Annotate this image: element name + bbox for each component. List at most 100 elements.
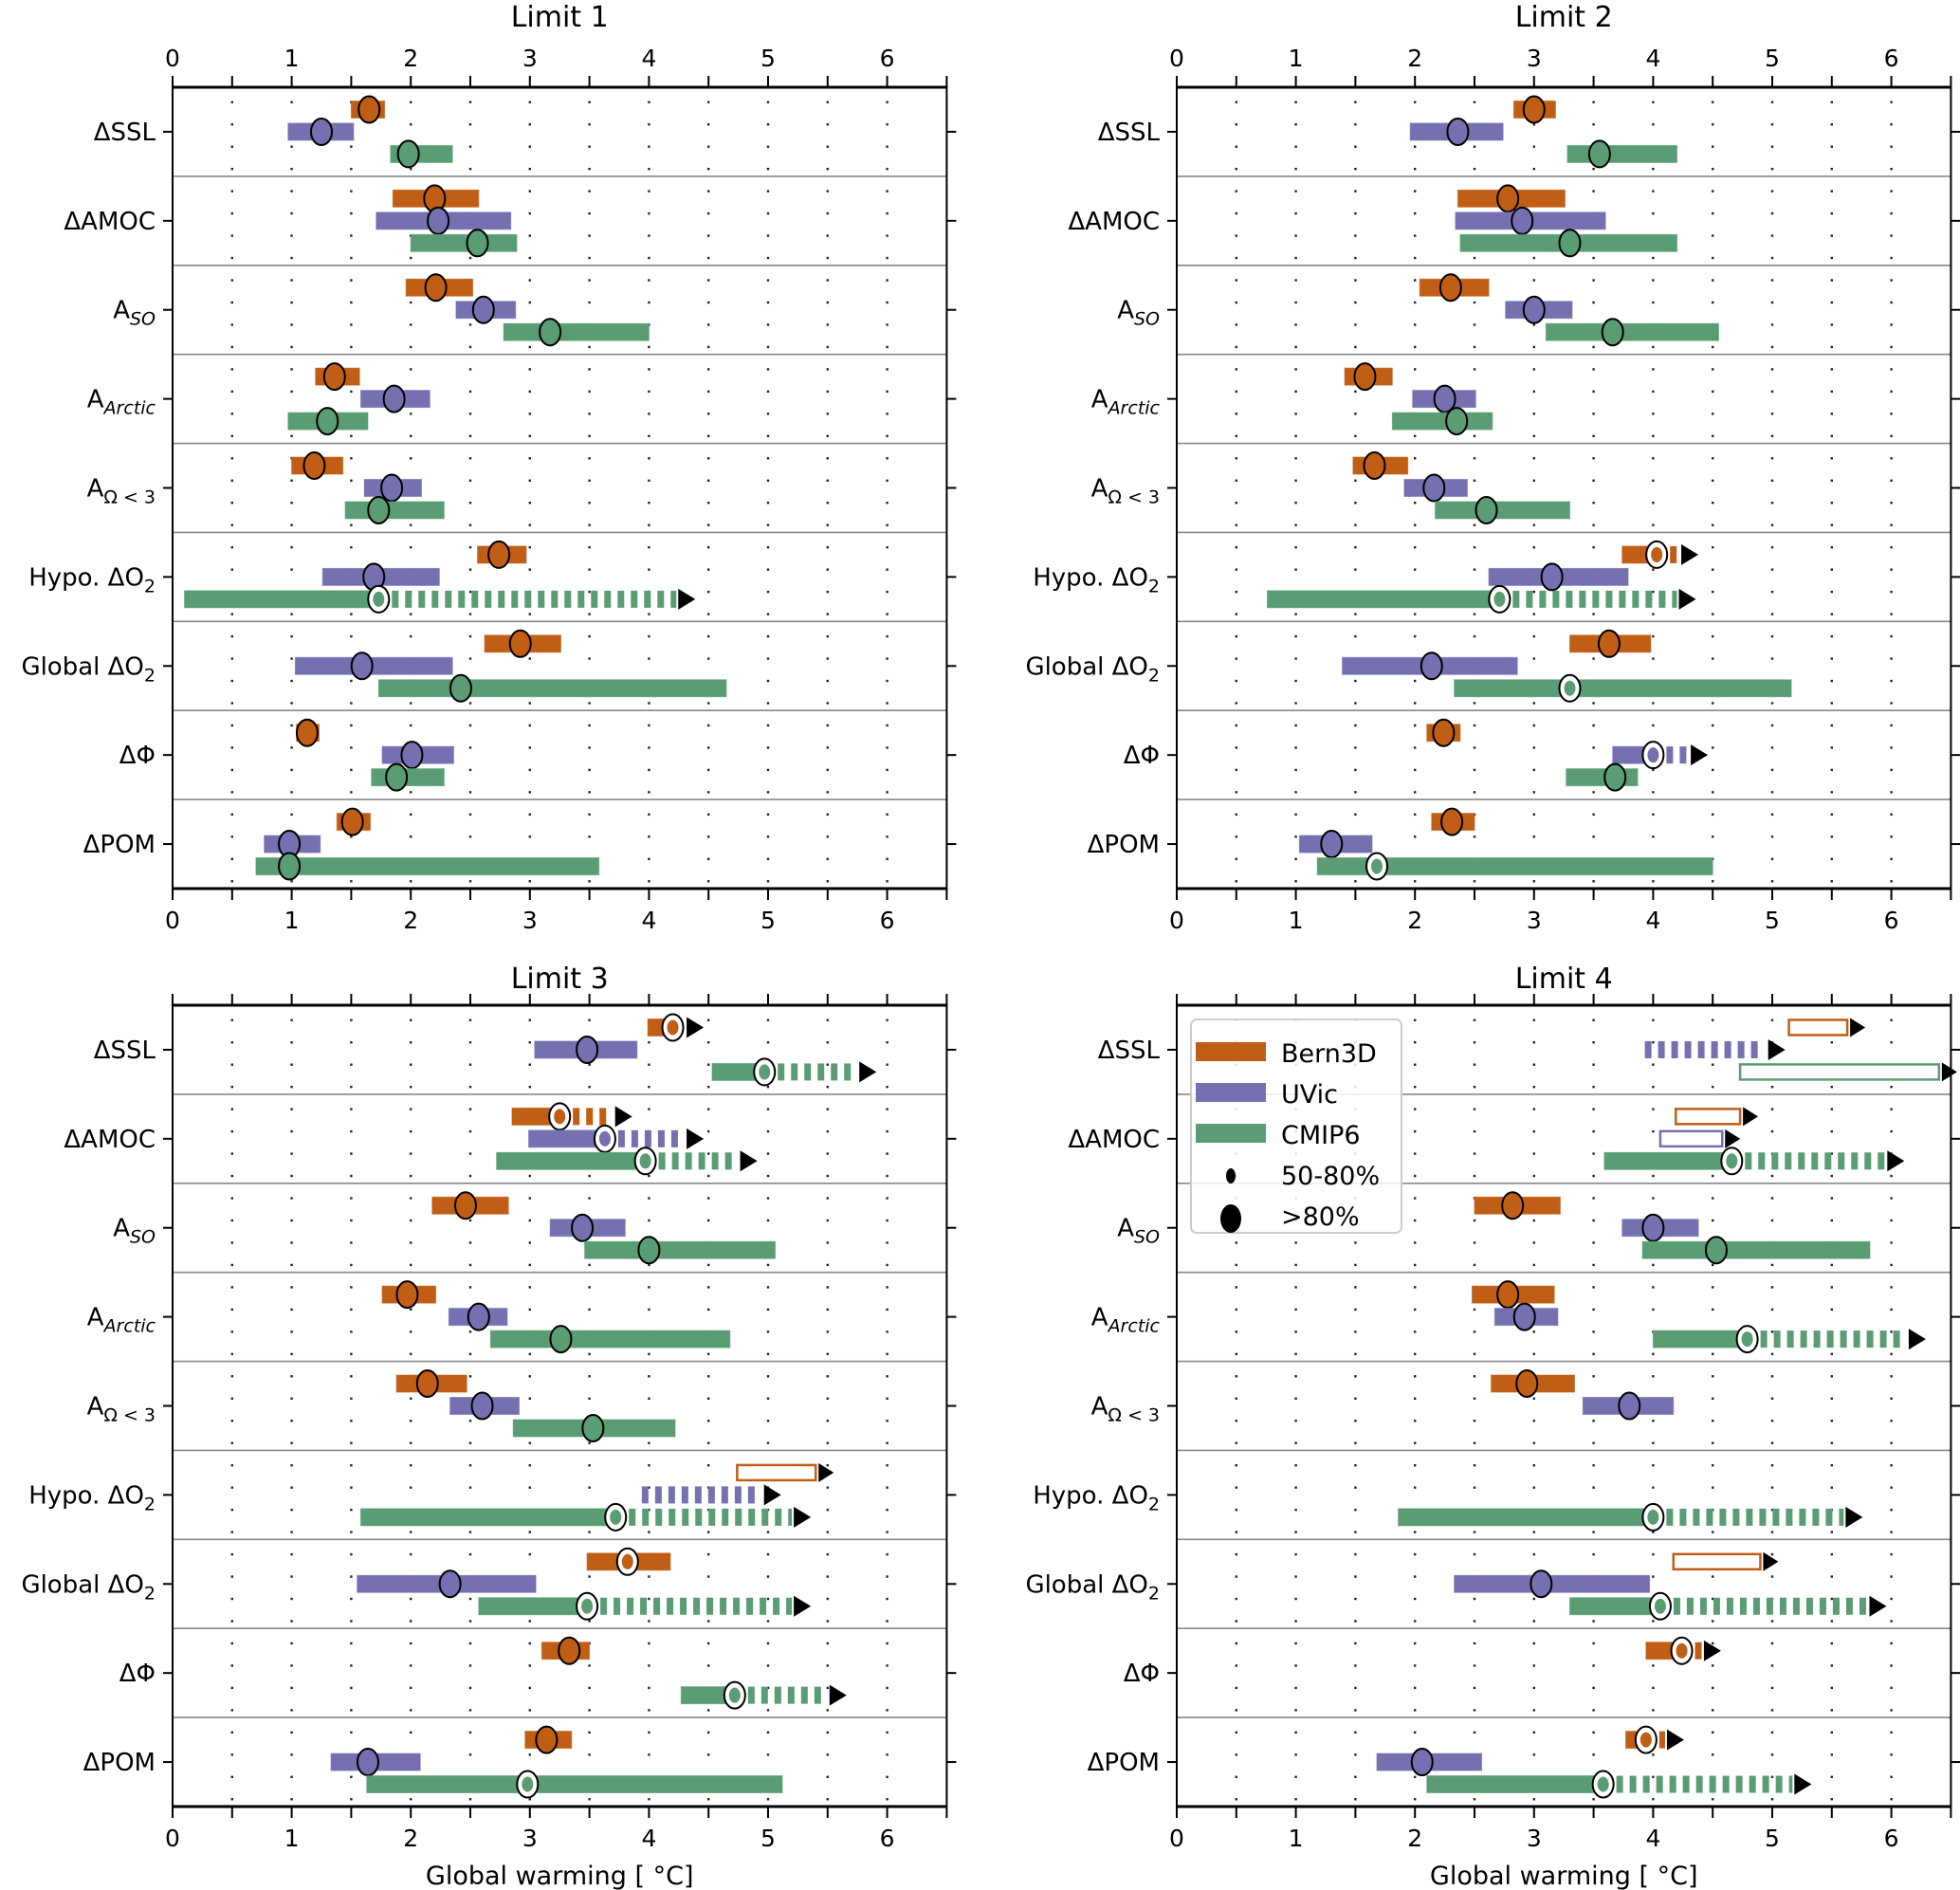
grid-dot <box>468 1420 472 1422</box>
grid-dot <box>1235 1508 1237 1512</box>
grid-dot <box>1770 368 1774 371</box>
grid-dot <box>1294 101 1297 103</box>
grid-dot <box>1532 1531 1535 1533</box>
grid-dot <box>1414 1775 1417 1778</box>
grid-dot <box>1414 568 1417 571</box>
dashed-extension <box>524 590 532 608</box>
data-bar-bern3d <box>1474 1191 1561 1220</box>
grid-dot <box>886 1129 888 1133</box>
grid-dot <box>350 1152 353 1155</box>
grid-dot <box>410 1397 412 1400</box>
grid-dot <box>1532 145 1535 148</box>
dashed-extension <box>1713 1597 1720 1615</box>
dashed-extension <box>1840 1330 1847 1349</box>
grid-dot <box>230 1486 233 1489</box>
grid-dot <box>588 1286 591 1289</box>
grid-dot <box>1235 101 1237 103</box>
grid-dot <box>1414 1620 1417 1623</box>
grid-dot <box>1294 1286 1297 1289</box>
dashed-extension <box>1552 590 1560 608</box>
dashed-extension <box>1773 1330 1781 1349</box>
grid-dot <box>766 502 770 505</box>
grid-dot <box>290 301 293 304</box>
marker-large <box>295 718 319 747</box>
grid-dot <box>290 1798 293 1801</box>
dashed-extension <box>627 1597 634 1615</box>
grid-dot <box>1592 1174 1595 1178</box>
data-bar-cmip6 <box>1398 1502 1863 1532</box>
grid-dot <box>1830 1174 1833 1178</box>
grid-dot <box>648 857 650 860</box>
grid-dot <box>1294 1263 1297 1267</box>
grid-dot <box>1890 1420 1893 1422</box>
grid-dot <box>886 1041 888 1044</box>
grid-dot <box>1652 724 1655 727</box>
grid-dot <box>528 457 531 460</box>
dashed-extension <box>538 590 545 608</box>
grid-dot <box>1294 413 1297 415</box>
grid-dot <box>648 1731 650 1734</box>
grid-dot <box>1890 724 1893 727</box>
grid-dot <box>1473 1308 1476 1312</box>
grid-dot <box>1652 1108 1655 1110</box>
grid-dot <box>1890 880 1893 883</box>
dashed-extension <box>831 1063 838 1081</box>
grid-dot <box>290 1420 293 1422</box>
grid-dot <box>1712 1642 1714 1645</box>
grid-dot <box>1712 1085 1714 1089</box>
grid-dot <box>1473 1397 1476 1400</box>
grid-dot <box>1770 502 1774 505</box>
grid-dot <box>1473 345 1476 349</box>
row-label: ΔAMOC <box>64 1126 156 1154</box>
dashed-extension <box>1619 590 1626 608</box>
grid-dot <box>1890 634 1893 638</box>
extension-arrow <box>687 1128 705 1149</box>
grid-dot <box>648 1219 650 1222</box>
grid-dot <box>1890 1108 1893 1110</box>
grid-dot <box>826 502 829 505</box>
grid-dot <box>1592 835 1595 838</box>
grid-dot <box>886 1063 888 1066</box>
data-bar-bern3d <box>1568 629 1652 658</box>
grid-dot <box>230 813 233 817</box>
marker-large <box>1558 229 1582 258</box>
marker-small <box>1639 1732 1652 1748</box>
grid-dot <box>1532 835 1535 838</box>
grid-dot <box>886 457 888 460</box>
grid-dot <box>707 211 710 215</box>
dashed-extension <box>1799 1508 1806 1526</box>
grid-dot <box>766 657 770 660</box>
grid-dot <box>1652 1798 1655 1801</box>
grid-dot <box>1712 434 1714 438</box>
grid-dot <box>826 1463 829 1467</box>
grid-dot <box>1712 1575 1714 1578</box>
grid-dot <box>1414 702 1417 705</box>
dashed-extension <box>631 590 638 608</box>
grid-dot <box>1712 1286 1714 1289</box>
grid-dot <box>1414 634 1417 638</box>
marker-large <box>278 852 302 881</box>
grid-dot <box>1830 1129 1833 1133</box>
grid-dot <box>1890 1575 1893 1578</box>
data-bar-bern3d <box>405 273 474 303</box>
grid-dot <box>1770 413 1774 415</box>
grid-dot <box>290 1441 293 1444</box>
x-axis-label: Global warming [ °C] <box>426 1862 694 1890</box>
grid-dot <box>1473 1664 1476 1667</box>
grid-dot <box>1592 1731 1595 1734</box>
data-bar-uvic <box>1582 1391 1675 1421</box>
grid-dot <box>290 1597 293 1601</box>
grid-dot <box>1712 1308 1714 1312</box>
grid-dot <box>707 1174 710 1178</box>
grid-dot <box>1830 1798 1833 1801</box>
grid-dot <box>766 768 770 772</box>
grid-dot <box>290 1463 293 1467</box>
grid-dot <box>1830 1397 1833 1400</box>
grid-dot <box>588 457 591 460</box>
grid-dot <box>1652 813 1655 817</box>
grid-dot <box>1890 1441 1893 1444</box>
row-label: ΔPOM <box>1088 831 1160 859</box>
grid-dot <box>410 1531 412 1533</box>
grid-dot <box>1712 502 1714 505</box>
grid-dot <box>1652 101 1655 103</box>
